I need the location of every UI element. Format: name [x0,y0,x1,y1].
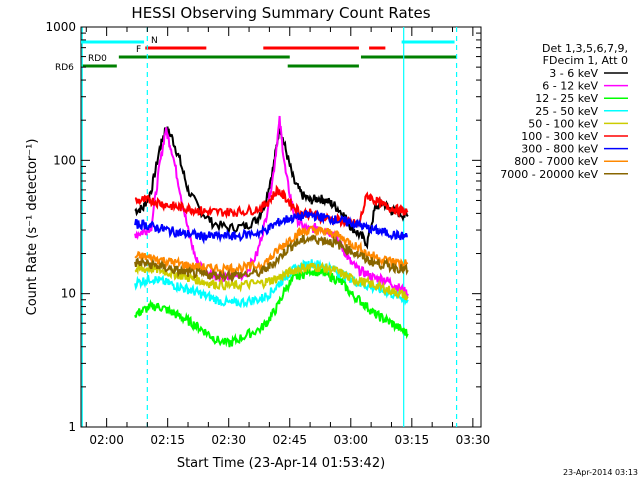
x-tick-label: 02:30 [211,433,246,447]
y-axis-label: Count Rate (s⁻¹ detector⁻¹) [25,139,40,316]
x-axis: 02:00 02:15 02:30 02:45 03:00 03:15 03:30 [85,27,491,447]
y-axis: 1 10 100 1000 [45,20,481,434]
legend-label: 100 - 300 keV [521,130,598,143]
legend-label: 12 - 25 keV [535,92,598,105]
legend-label: 300 - 800 keV [521,143,598,156]
timestamp: 23-Apr-2014 03:13 [563,468,638,477]
legend-label: 50 - 100 keV [528,117,598,130]
series-lines [134,115,409,348]
legend-label: 25 - 50 keV [535,105,598,118]
chart-title: HESSI Observing Summary Count Rates [131,4,430,22]
plot-frame [80,26,482,428]
x-tick-label: 03:15 [395,433,430,447]
series-line [134,209,408,245]
flag-label-f: F [136,45,141,55]
flag-label-n: N [151,36,158,46]
y-tick-label: 100 [53,153,76,167]
series-line [134,225,409,276]
series-line [134,184,409,228]
legend-label: 3 - 6 keV [549,67,598,80]
legend-label: 6 - 12 keV [542,80,598,93]
legend: Det 1,3,5,6,7,9,FDecim 1, Att 03 - 6 keV… [500,42,628,181]
legend-label: 7000 - 20000 keV [500,168,598,181]
y-tick-label: 10 [61,287,76,301]
legend-label: 800 - 7000 keV [514,155,598,168]
x-tick-label: 03:30 [456,433,491,447]
series-line [134,234,409,283]
legend-header: FDecim 1, Att 0 [543,54,628,67]
x-axis-label: Start Time (23-Apr-14 01:53:42) [177,456,385,471]
legend-header: Det 1,3,5,6,7,9, [542,42,628,55]
series-line [134,266,409,348]
series-line [134,115,409,298]
x-tick-label: 02:00 [89,433,124,447]
x-tick-label: 03:00 [333,433,368,447]
x-tick-label: 02:15 [150,433,185,447]
flag-label-rd6: RD6 [55,63,74,73]
y-tick-label: 1000 [45,20,76,34]
series-line [134,261,409,302]
y-tick-label: 1 [68,420,76,434]
x-tick-label: 02:45 [272,433,307,447]
flag-label-rd0: RD0 [88,54,107,64]
